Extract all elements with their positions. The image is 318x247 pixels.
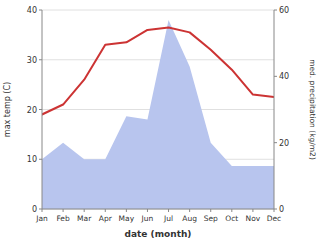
y-tick	[39, 109, 42, 110]
y-tick	[39, 159, 42, 160]
x-tick-label: Nov	[246, 214, 261, 223]
x-tick	[147, 209, 148, 212]
y2-tick-label: 0	[279, 205, 284, 214]
y2-tick	[274, 76, 277, 77]
x-tick-label: Jul	[163, 214, 173, 223]
precip-area	[42, 20, 274, 209]
x-tick	[84, 209, 85, 212]
plot-area	[42, 20, 274, 209]
x-axis-line	[42, 209, 274, 210]
y2-tick	[274, 142, 277, 143]
x-tick-label: Jan	[35, 214, 48, 223]
grid-line	[42, 59, 274, 60]
y-tick	[39, 59, 42, 60]
grid-line	[42, 209, 274, 210]
x-tick	[63, 209, 64, 212]
y-tick-label: 30	[27, 56, 37, 65]
chart: 0 10 20 30 40 0 20 40 60 Jan Feb Mar Apr May Jun Jul Aug…	[0, 0, 318, 247]
y-tick-label: 40	[27, 6, 37, 15]
x-tick-label: Dec	[267, 214, 282, 223]
x-tick	[252, 209, 253, 212]
grid-line	[42, 10, 274, 11]
x-tick-label: Apr	[99, 214, 113, 223]
y-tick-label: 20	[27, 106, 37, 115]
x-tick	[126, 209, 127, 212]
x-tick	[168, 209, 169, 212]
x-tick-label: Jun	[141, 214, 154, 223]
y-tick-label: 0	[32, 205, 37, 214]
x-tick	[274, 209, 275, 212]
x-tick-label: Aug	[182, 214, 197, 223]
y-axis-label: max temp (C)	[3, 82, 12, 137]
x-tick	[231, 209, 232, 212]
x-tick-label: Oct	[225, 214, 238, 223]
x-tick-label: Sep	[204, 214, 218, 223]
y2-axis-label: med. precipitation (kg/m2)	[308, 59, 317, 160]
x-axis-label: date (month)	[125, 229, 192, 239]
x-tick	[210, 209, 211, 212]
x-tick-label: Mar	[77, 214, 92, 223]
y2-axis-line	[274, 10, 275, 209]
y2-tick-label: 60	[279, 6, 289, 15]
x-tick	[189, 209, 190, 212]
y2-tick	[274, 10, 277, 11]
y-tick	[39, 10, 42, 11]
y2-tick-label: 20	[279, 139, 289, 148]
x-tick-label: Feb	[56, 214, 70, 223]
temp-line	[42, 27, 274, 114]
x-tick	[105, 209, 106, 212]
x-tick	[42, 209, 43, 212]
y-tick-label: 10	[27, 155, 37, 164]
x-tick-label: May	[119, 214, 135, 223]
y2-tick-label: 40	[279, 72, 289, 81]
